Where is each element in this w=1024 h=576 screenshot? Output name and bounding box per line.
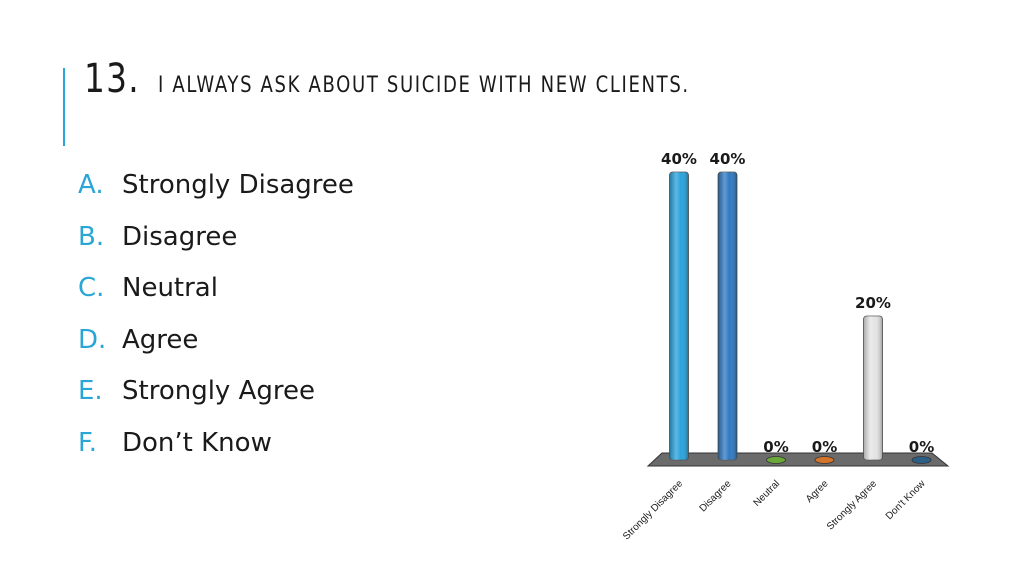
option-label: Strongly Agree <box>122 376 315 407</box>
answer-option-b: B. Disagree <box>78 222 354 274</box>
category-label-don-t-know: Don't Know <box>884 478 928 522</box>
chart-floor <box>646 452 950 467</box>
chart-value-labels: 40% 40% 0% 0% 20% 0% <box>661 150 934 456</box>
option-label: Disagree <box>122 221 238 252</box>
bar-shading-disagree <box>718 172 737 460</box>
answer-option-c: C. Neutral <box>78 273 354 325</box>
option-label: Agree <box>122 324 199 355</box>
option-letter: D. <box>78 324 107 355</box>
chart-bars <box>669 171 932 464</box>
page-title: 13. I always ask about suicide with new … <box>84 56 806 102</box>
option-label: Neutral <box>122 273 218 304</box>
category-label-strongly-agree: Strongly Agree <box>825 478 879 532</box>
option-letter: B. <box>78 221 105 252</box>
option-label: Don’t Know <box>122 427 272 458</box>
chart-category-labels: Strongly Disagree Disagree Neutral AgreeStr… <box>621 478 928 543</box>
question-number: 13. <box>84 56 140 102</box>
value-label-strongly-agree: 20% <box>855 294 891 312</box>
option-letter: E. <box>78 376 103 407</box>
category-label-neutral: Neutral <box>752 478 783 509</box>
category-label-strongly-disagree: Strongly Disagree <box>621 478 685 542</box>
category-label-disagree: Disagree <box>698 478 734 514</box>
option-letter: F. <box>78 427 98 458</box>
answer-options: A. Strongly Disagree B. Disagree C. Neut… <box>78 170 354 480</box>
bar-shading-strongly-disagree <box>669 172 689 460</box>
value-label-strongly-disagree: 40% <box>661 150 697 168</box>
answer-option-e: E. Strongly Agree <box>78 376 354 428</box>
bar-don-t-know <box>911 456 932 464</box>
option-label: Strongly Disagree <box>122 170 354 200</box>
option-letter: A. <box>78 170 104 200</box>
question-text: I always ask about suicide with new clie… <box>157 73 690 98</box>
accent-bar <box>63 68 65 146</box>
answer-option-d: D. Agree <box>78 325 354 377</box>
bar-agree <box>814 456 835 464</box>
value-label-disagree: 40% <box>710 150 746 168</box>
value-label-neutral: 0% <box>763 438 788 456</box>
value-label-don-t-know: 0% <box>909 438 934 456</box>
option-letter: C. <box>78 273 105 304</box>
value-label-agree: 0% <box>812 438 837 456</box>
answer-option-f: F. Don’t Know <box>78 428 354 480</box>
bar-neutral <box>766 456 786 464</box>
answer-option-a: A. Strongly Disagree <box>78 170 354 222</box>
category-label-agree: Agree <box>804 478 831 505</box>
bar-shading-strongly-agree <box>863 316 883 460</box>
